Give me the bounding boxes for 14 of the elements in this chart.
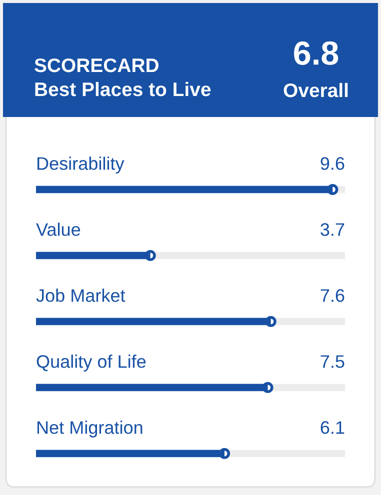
y-tick-label: Quality of Life bbox=[36, 354, 146, 372]
chart-title: SCORECARD bbox=[34, 58, 158, 72]
data-label: 6.1 bbox=[320, 421, 344, 434]
text: 6.8 bbox=[294, 41, 338, 65]
chart-subtitle: Best Places to Live bbox=[35, 82, 211, 96]
y-tick-label: Job Market bbox=[36, 288, 126, 302]
y-tick-label: Net Migration bbox=[37, 420, 142, 438]
data-label: 9.6 bbox=[320, 157, 344, 170]
y-tick-label: Value bbox=[36, 222, 80, 236]
data-label: 3.7 bbox=[320, 223, 344, 236]
data-label: 7.6 bbox=[320, 289, 344, 302]
data-label: 7.5 bbox=[320, 355, 344, 368]
y-tick-label: Desirability bbox=[37, 156, 124, 174]
text: Overall bbox=[284, 82, 348, 98]
